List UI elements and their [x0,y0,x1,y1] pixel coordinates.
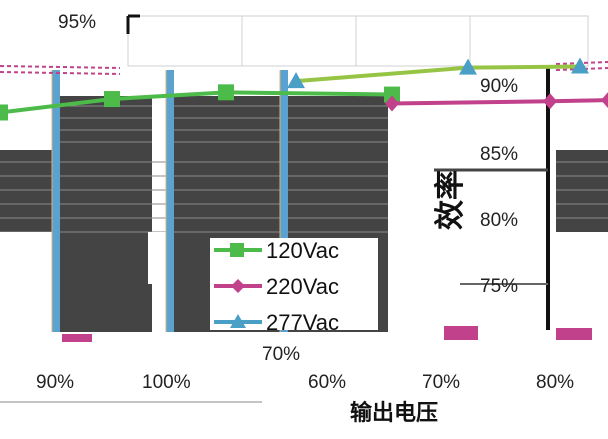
y-tick-label: 80% [480,210,518,231]
x-axis-ticks: 90% 100% 60% 70% 80% [36,372,574,393]
x-tick-label: 90% [36,372,74,393]
y-axis-title: 效率 [434,170,467,230]
x-tick-label: 80% [536,372,574,393]
data-point [385,95,399,112]
y-tick-label: 85% [480,144,518,165]
legend-label: 120Vac [266,238,339,263]
series-layer [0,57,608,121]
upper-plot-frame [126,14,589,67]
x-tick-label: 70% [422,372,460,393]
data-point [104,91,120,108]
right-plot-panel [434,66,608,330]
y-tick-label: 95% [58,12,96,33]
series-line-120Vac [0,90,393,115]
dashed-artifacts [0,61,608,75]
series-line-220Vac [391,98,608,106]
data-point [543,93,557,110]
data-point [287,72,305,89]
y-axis-ticks: 95% 90% 85% 80% 75% 70% [58,12,518,365]
data-point [218,84,234,101]
x-axis-title: 输出电压 [350,400,438,425]
data-point [459,58,477,75]
series-line-277Vac [295,64,581,84]
legend-label: 277Vac [266,310,339,335]
data-point [0,104,8,121]
legend-label: 220Vac [266,274,339,299]
left-plot-panel [0,70,388,332]
legend-marker [230,314,246,328]
data-point [601,92,608,109]
data-point [384,86,400,103]
y-tick-label: 70% [262,344,300,365]
legend: 120Vac 220Vac 277Vac [210,238,378,335]
y-tick-label: 75% [480,276,518,297]
x-tick-label: 60% [308,372,346,393]
legend-marker [230,243,244,257]
pink-markers [62,326,592,342]
legend-marker [231,279,245,293]
x-tick-label: 100% [142,372,191,393]
data-point [571,57,589,74]
y-tick-label: 90% [480,76,518,97]
